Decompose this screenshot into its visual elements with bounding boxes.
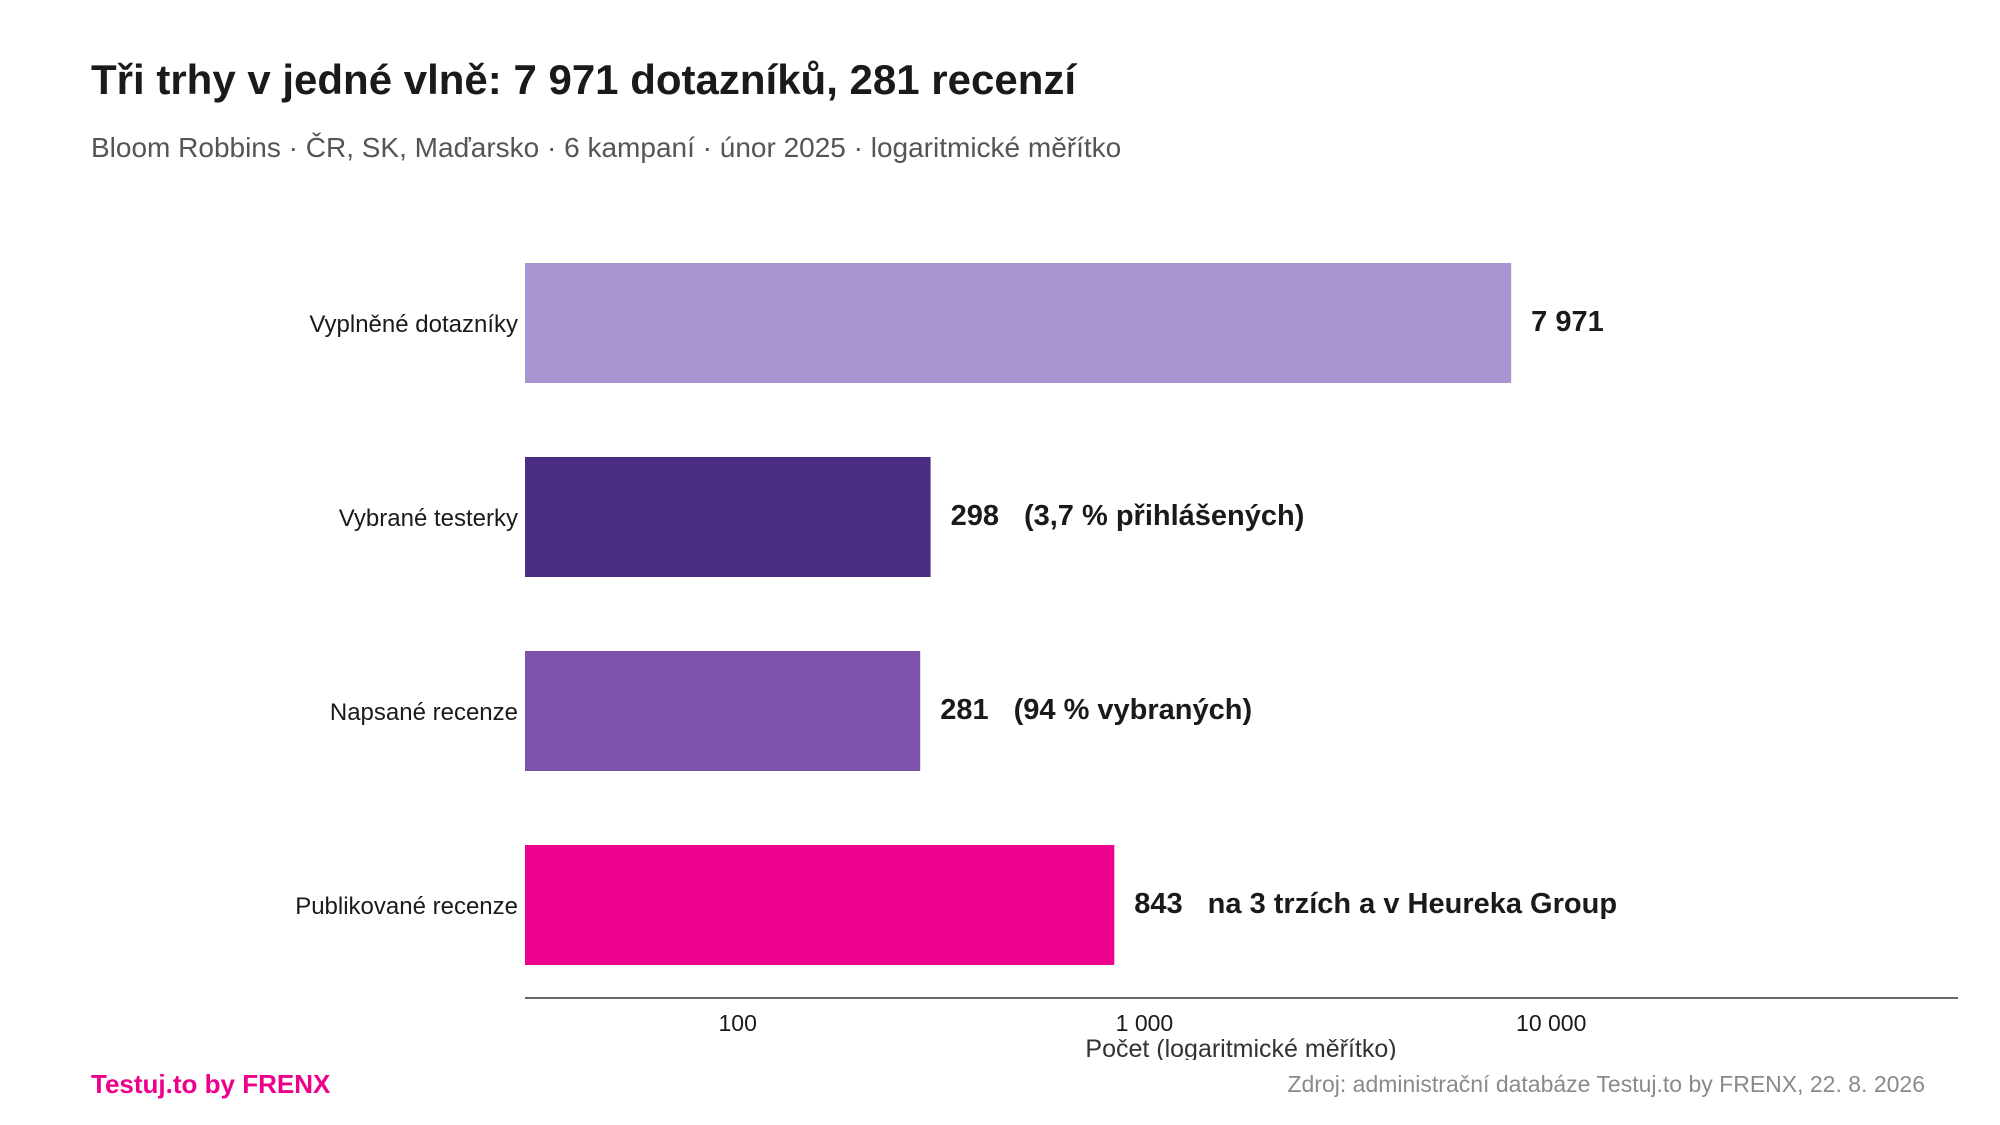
category-label: Napsané recenze (330, 699, 518, 726)
bar (525, 845, 1115, 965)
x-tick-label: 10 000 (1516, 1010, 1586, 1036)
brand-logo-text: Testuj.to by FRENX (91, 1069, 331, 1099)
value-label: 7 971 (1531, 306, 1604, 338)
value-label: 843 na 3 trzích a v Heureka Group (1134, 888, 1617, 920)
value-annotation: (3,7 % přihlášených) (1024, 500, 1304, 532)
x-axis: 100 1 000 10 000 Počet (logaritmické měřítk… (525, 997, 1958, 1060)
bar (525, 457, 931, 577)
value-number: 298 (951, 500, 999, 532)
value-number: 281 (940, 694, 988, 726)
bars-layer: Vyplněné dotazníky 7 971 Vybrané testerky 2… (295, 263, 1617, 965)
bar (525, 651, 921, 771)
x-axis-label: Počet (logaritmické měřítko) (1085, 1035, 1396, 1060)
value-number: 843 (1134, 888, 1182, 920)
category-label: Vyplněné dotazníky (309, 311, 518, 338)
bar (525, 263, 1512, 383)
category-label: Vybrané testerky (339, 505, 518, 532)
category-label: Publikované recenze (295, 893, 518, 920)
x-tick-label: 100 (719, 1010, 757, 1036)
chart-title: Tři trhy v jedné vlně: 7 971 dotazníků, … (91, 56, 1077, 103)
value-annotation: (94 % vybraných) (1014, 694, 1253, 726)
chart-subtitle: Bloom Robbins · ČR, SK, Maďarsko · 6 kam… (91, 132, 1122, 163)
x-tick-label: 1 000 (1116, 1010, 1174, 1036)
value-number: 7 971 (1531, 306, 1604, 338)
bar-chart: Vyplněné dotazníky 7 971 Vybrané testerky 2… (295, 263, 1958, 1060)
value-annotation: na 3 trzích a v Heureka Group (1208, 888, 1617, 920)
value-label: 298 (3,7 % přihlášených) (951, 500, 1305, 532)
source-note: Zdroj: administrační databáze Testuj.to … (1287, 1071, 1925, 1097)
value-label: 281 (94 % vybraných) (940, 694, 1252, 726)
